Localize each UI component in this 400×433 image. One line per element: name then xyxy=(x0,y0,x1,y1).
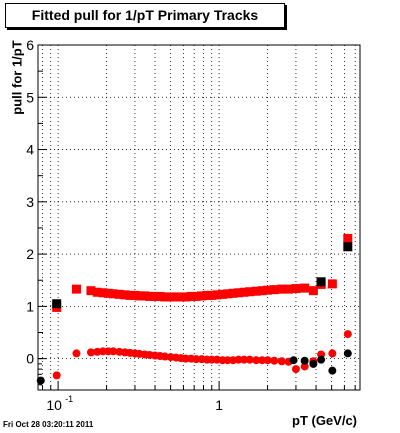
data-point-circle xyxy=(192,355,201,364)
chart-title-box: Fitted pull for 1/pT Primary Tracks xyxy=(5,3,285,28)
x-tick-exponent: -1 xyxy=(65,394,73,404)
data-point-square xyxy=(171,292,181,302)
data-point-square xyxy=(308,286,318,296)
data-point-square xyxy=(207,290,217,300)
x-tick-label: 10 xyxy=(46,397,62,413)
timestamp: Fri Oct 28 03:20:11 2011 xyxy=(3,420,94,429)
data-point-square xyxy=(150,291,160,301)
data-point-square xyxy=(120,290,130,300)
data-point-square xyxy=(155,291,165,301)
data-markers xyxy=(36,233,353,385)
data-point-square xyxy=(166,292,176,302)
data-point-square xyxy=(176,292,186,302)
y-tick-label: 1 xyxy=(26,298,34,314)
data-point-circle xyxy=(277,357,286,366)
data-point-square xyxy=(223,289,233,299)
tick-labels: 0 1 2 3 4 5 6 10 -1 1 xyxy=(26,37,223,413)
data-point-circle xyxy=(291,365,300,374)
data-point-square xyxy=(160,292,170,302)
data-point-circle xyxy=(328,366,337,375)
data-point-circle xyxy=(52,371,61,380)
y-tick-label: 5 xyxy=(26,89,34,105)
data-point-square xyxy=(145,291,155,301)
data-point-square xyxy=(134,291,144,301)
x-tick-label: 1 xyxy=(215,397,223,413)
y-tick-label: 2 xyxy=(26,246,34,262)
data-point-circle xyxy=(252,356,261,365)
y-tick-label: 4 xyxy=(26,142,34,158)
data-point-square xyxy=(257,286,267,296)
data-point-circle xyxy=(317,355,326,364)
data-point-circle xyxy=(109,347,118,356)
data-point-circle xyxy=(245,355,254,364)
y-tick-label: 3 xyxy=(26,194,34,210)
data-point-circle xyxy=(72,349,81,358)
data-point-circle xyxy=(160,352,169,361)
y-tick-label: 6 xyxy=(26,37,34,53)
data-point-circle xyxy=(86,348,95,357)
data-point-square xyxy=(98,288,108,298)
data-point-circle xyxy=(343,349,352,358)
data-point-square xyxy=(186,291,196,301)
data-point-square xyxy=(218,289,228,299)
data-point-square xyxy=(277,284,287,294)
data-point-square xyxy=(300,283,310,293)
data-point-square xyxy=(234,288,244,298)
data-point-circle xyxy=(309,359,318,368)
data-point-square xyxy=(181,292,191,302)
data-point-square xyxy=(263,285,273,295)
data-point-circle xyxy=(300,362,309,371)
data-point-square xyxy=(251,286,261,296)
data-point-square xyxy=(130,290,140,300)
data-point-square xyxy=(284,284,294,294)
chart-title: Fitted pull for 1/pT Primary Tracks xyxy=(31,7,259,23)
data-point-circle xyxy=(289,356,298,365)
data-point-square xyxy=(212,290,222,300)
data-point-square xyxy=(103,288,113,298)
data-point-square xyxy=(108,289,118,299)
data-point-square xyxy=(239,287,249,297)
data-point-circle xyxy=(270,356,279,365)
data-point-square xyxy=(197,291,207,301)
data-point-square xyxy=(343,242,353,252)
data-point-square xyxy=(316,277,326,287)
data-point-circle xyxy=(343,330,352,339)
y-axis-label: pull for 1/pT xyxy=(9,40,25,115)
data-point-square xyxy=(125,290,135,300)
data-point-square xyxy=(71,284,81,294)
data-point-square xyxy=(327,279,337,289)
data-point-circle xyxy=(328,349,337,358)
data-point-square xyxy=(291,284,301,294)
x-axis-label: pT (GeV/c) xyxy=(292,413,358,428)
data-point-circle xyxy=(234,355,243,364)
plot-frame xyxy=(37,44,361,391)
axis-ticks xyxy=(38,44,356,390)
data-point-square xyxy=(269,285,279,295)
data-point-circle xyxy=(240,355,249,364)
data-point-square xyxy=(228,288,238,298)
data-point-square xyxy=(191,291,201,301)
data-point-circle xyxy=(36,376,45,385)
data-point-square xyxy=(114,289,124,299)
data-point-circle xyxy=(300,356,309,365)
data-point-circle xyxy=(263,356,272,365)
grid-lines xyxy=(38,44,360,390)
data-point-square xyxy=(202,290,212,300)
data-point-square xyxy=(86,286,96,296)
data-point-square xyxy=(245,287,255,297)
data-point-square xyxy=(92,287,102,297)
data-point-square xyxy=(343,233,353,243)
data-point-square xyxy=(140,291,150,301)
data-point-square xyxy=(52,299,62,309)
data-point-circle xyxy=(93,347,102,356)
y-tick-label: 0 xyxy=(26,351,34,367)
